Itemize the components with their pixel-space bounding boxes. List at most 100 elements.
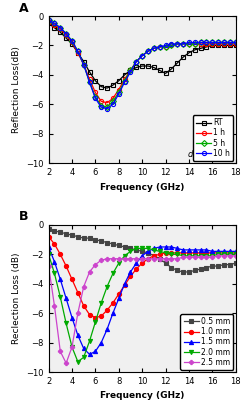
0.5 mm [59, 230, 62, 235]
2.5 mm [70, 344, 73, 349]
RT [82, 59, 85, 64]
RT [234, 43, 237, 48]
1 h [211, 42, 214, 46]
2.0 mm [82, 355, 85, 360]
1.0 mm [88, 312, 91, 317]
10 h [223, 40, 226, 45]
2.0 mm [94, 320, 97, 324]
RT [123, 72, 126, 77]
10 h [94, 96, 97, 101]
0.5 mm [164, 261, 167, 266]
RT [188, 50, 191, 55]
2.5 mm [106, 256, 109, 261]
1.0 mm [94, 315, 97, 320]
1.5 mm [182, 248, 184, 252]
10 h [117, 92, 120, 96]
5 h [70, 39, 73, 44]
RT [211, 43, 214, 48]
RT [59, 30, 62, 34]
10 h [182, 42, 184, 46]
5 h [188, 42, 191, 46]
1 h [170, 43, 173, 48]
2.5 mm [205, 255, 208, 260]
Legend: RT, 1 h, 5 h, 10 h: RT, 1 h, 5 h, 10 h [193, 115, 234, 161]
1 h [228, 42, 231, 46]
1.0 mm [112, 300, 114, 305]
2.5 mm [176, 256, 179, 261]
10 h [106, 106, 109, 111]
0.5 mm [100, 239, 103, 244]
10 h [123, 80, 126, 84]
RT [158, 68, 161, 73]
1.5 mm [100, 340, 103, 345]
RT [88, 70, 91, 74]
Line: 10 h: 10 h [46, 18, 238, 111]
2.0 mm [70, 344, 73, 349]
RT [170, 66, 173, 71]
5 h [141, 53, 144, 58]
0.5 mm [129, 246, 132, 251]
1.5 mm [211, 249, 214, 254]
0.5 mm [65, 231, 68, 236]
1.5 mm [117, 296, 120, 301]
0.5 mm [152, 253, 155, 258]
1 h [205, 42, 208, 46]
RT [106, 86, 109, 90]
1 h [53, 22, 56, 27]
5 h [164, 44, 167, 49]
5 h [82, 62, 85, 67]
2.0 mm [147, 246, 149, 251]
2.5 mm [158, 256, 161, 261]
1 h [223, 42, 226, 46]
0.5 mm [147, 250, 149, 255]
5 h [199, 40, 202, 45]
0.5 mm [106, 240, 109, 245]
2.5 mm [211, 255, 214, 260]
2.5 mm [141, 256, 144, 261]
1.5 mm [199, 248, 202, 252]
2.0 mm [228, 252, 231, 257]
5 h [182, 42, 184, 46]
5 h [152, 46, 155, 51]
0.5 mm [53, 228, 56, 233]
2.0 mm [164, 250, 167, 255]
1.0 mm [53, 242, 56, 246]
1.0 mm [205, 250, 208, 255]
5 h [88, 80, 91, 84]
1.0 mm [129, 274, 132, 279]
10 h [100, 105, 103, 110]
10 h [70, 39, 73, 44]
0.5 mm [135, 248, 138, 252]
5 h [100, 103, 103, 108]
Legend: 0.5 mm, 1.0 mm, 1.5 mm, 2.0 mm, 2.5 mm: 0.5 mm, 1.0 mm, 1.5 mm, 2.0 mm, 2.5 mm [181, 314, 234, 370]
1 h [182, 42, 184, 46]
1.0 mm [82, 304, 85, 308]
Text: A: A [19, 2, 28, 14]
1.0 mm [199, 250, 202, 255]
2.5 mm [117, 256, 120, 261]
1.5 mm [170, 244, 173, 249]
Line: 5 h: 5 h [46, 18, 238, 109]
1.0 mm [211, 250, 214, 255]
0.5 mm [76, 234, 79, 239]
X-axis label: Frequency (GHz): Frequency (GHz) [100, 182, 184, 192]
2.0 mm [135, 246, 138, 251]
5 h [158, 44, 161, 49]
1.5 mm [217, 249, 220, 254]
2.5 mm [182, 255, 184, 260]
1.0 mm [164, 250, 167, 255]
1.5 mm [59, 277, 62, 282]
Text: B: B [19, 210, 28, 224]
1.0 mm [47, 234, 50, 239]
2.5 mm [59, 349, 62, 354]
1 h [94, 90, 97, 95]
0.5 mm [88, 236, 91, 240]
10 h [47, 18, 50, 23]
1 h [123, 77, 126, 82]
1.5 mm [234, 249, 237, 254]
Y-axis label: Reflection Loss(dB): Reflection Loss(dB) [12, 46, 21, 133]
10 h [88, 80, 91, 84]
2.0 mm [211, 253, 214, 258]
10 h [59, 25, 62, 30]
RT [147, 64, 149, 68]
